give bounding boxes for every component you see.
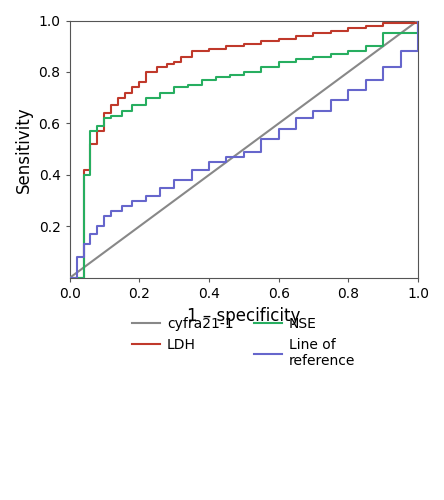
Y-axis label: Sensitivity: Sensitivity bbox=[15, 106, 33, 192]
Legend: cyfra21-1, LDH, NSE, Line of
reference: cyfra21-1, LDH, NSE, Line of reference bbox=[127, 312, 361, 374]
X-axis label: 1 – specificity: 1 – specificity bbox=[187, 306, 301, 324]
